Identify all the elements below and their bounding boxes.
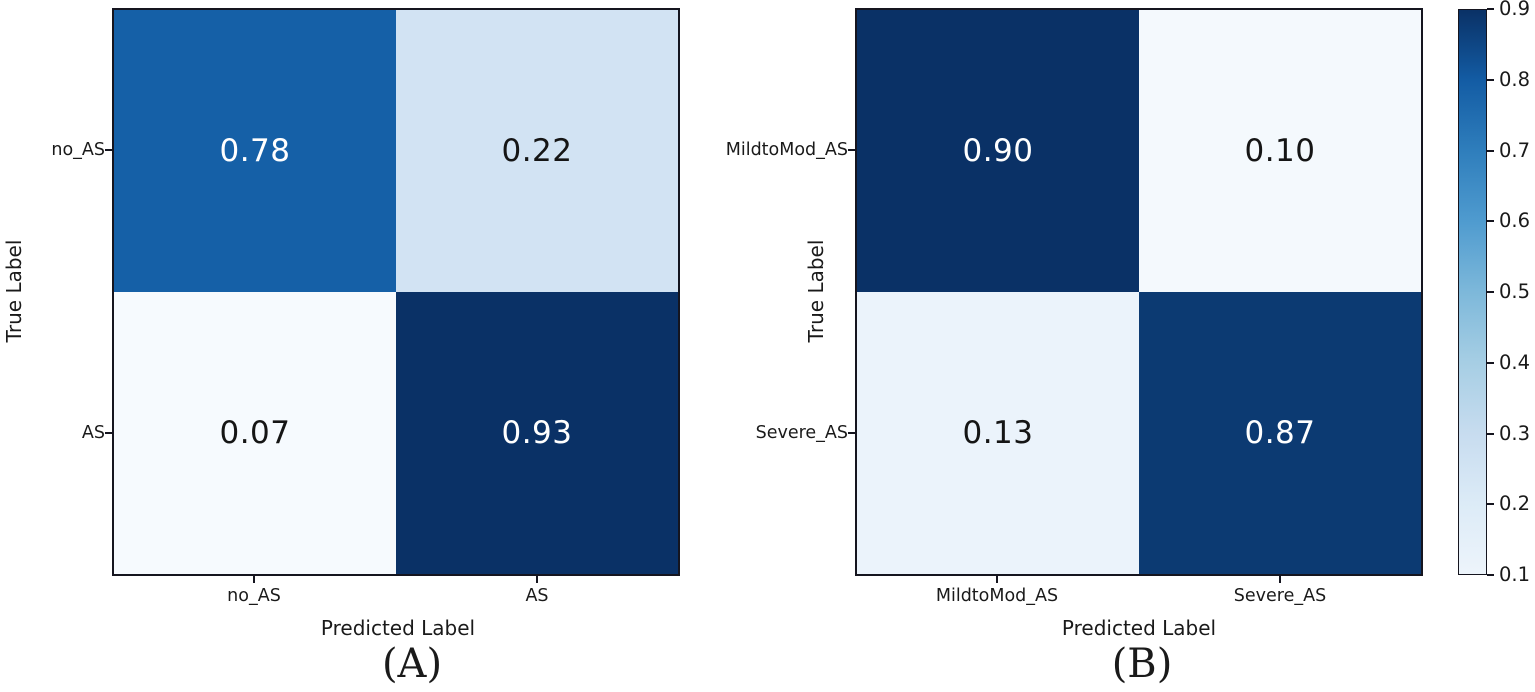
y-tick-mark — [105, 149, 112, 151]
colorbar-tick-label: 0.4 — [1499, 350, 1531, 374]
matrix-cell-a-r0c1: 0.22 — [396, 10, 678, 292]
colorbar-tick-mark — [1487, 361, 1494, 364]
x-axis-label-b: Predicted Label — [1061, 616, 1217, 640]
colorbar-tick-label: 0.5 — [1499, 280, 1531, 303]
matrix-cell-b-r0c0: 0.90 — [857, 10, 1139, 292]
matrix-cell-b-r1c1: 0.87 — [1139, 292, 1421, 574]
colorbar-tick-label: 0.6 — [1499, 209, 1531, 233]
panel-caption-b: (B) — [1111, 641, 1173, 687]
colorbar-tick-mark — [1487, 503, 1494, 506]
matrix-cell-a-r1c0: 0.07 — [114, 292, 396, 574]
matrix-cell-a-r1c1: 0.93 — [396, 292, 678, 574]
colorbar-gradient — [1458, 9, 1487, 575]
y-tick-mark — [848, 432, 855, 434]
colorbar-tick-mark — [1487, 432, 1494, 435]
y-tick-label-b-row1: Severe_AS — [755, 423, 848, 443]
panel-caption-a: (A) — [381, 641, 443, 687]
y-tick-label-a-row0: no_AS — [51, 140, 105, 160]
y-axis-label-b: True Label — [804, 239, 828, 343]
colorbar-tick-label: 0.8 — [1499, 67, 1531, 91]
colorbar-tick-label: 0.9 — [1499, 0, 1531, 20]
x-tick-label-b-col1: Severe_AS — [1233, 586, 1327, 606]
colorbar-tick-mark — [1487, 149, 1494, 152]
x-tick-mark — [253, 576, 255, 583]
x-tick-mark — [536, 576, 538, 583]
colorbar-tick-mark — [1487, 8, 1494, 10]
colorbar-tick-mark — [1487, 574, 1494, 576]
colorbar-tick-label: 0.7 — [1499, 138, 1531, 162]
x-tick-mark — [1279, 576, 1281, 583]
colorbar-tick-label: 0.1 — [1499, 563, 1531, 586]
colorbar-tick-mark — [1487, 291, 1494, 293]
x-tick-label-a-col1: AS — [525, 586, 549, 606]
colorbar-tick-label: 0.3 — [1499, 421, 1531, 445]
matrix-cell-a-r0c0: 0.78 — [114, 10, 396, 292]
y-tick-mark — [848, 149, 855, 151]
colorbar-tick-mark — [1487, 78, 1494, 81]
y-tick-label-a-row1: AS — [81, 423, 105, 443]
x-tick-label-a-col0: no_AS — [227, 586, 281, 606]
confusion-matrix-b: 0.90 0.10 0.13 0.87 — [855, 8, 1423, 576]
colorbar: 0.9 0.8 0.7 0.6 0.5 0.4 0.3 0.2 0.1 — [1458, 0, 1535, 586]
y-axis-label-a: True Label — [2, 239, 26, 343]
x-tick-mark — [996, 576, 998, 583]
matrix-cell-b-r0c1: 0.10 — [1139, 10, 1421, 292]
x-tick-label-b-col0: MildtoMod_AS — [935, 586, 1059, 606]
y-tick-label-b-row0: MildtoMod_AS — [725, 140, 848, 160]
matrix-cell-b-r1c0: 0.13 — [857, 292, 1139, 574]
colorbar-tick-mark — [1487, 220, 1494, 223]
y-tick-mark — [105, 432, 112, 434]
x-axis-label-a: Predicted Label — [320, 616, 476, 640]
colorbar-tick-label: 0.2 — [1499, 492, 1531, 516]
confusion-matrix-a: 0.78 0.22 0.07 0.93 — [112, 8, 680, 576]
